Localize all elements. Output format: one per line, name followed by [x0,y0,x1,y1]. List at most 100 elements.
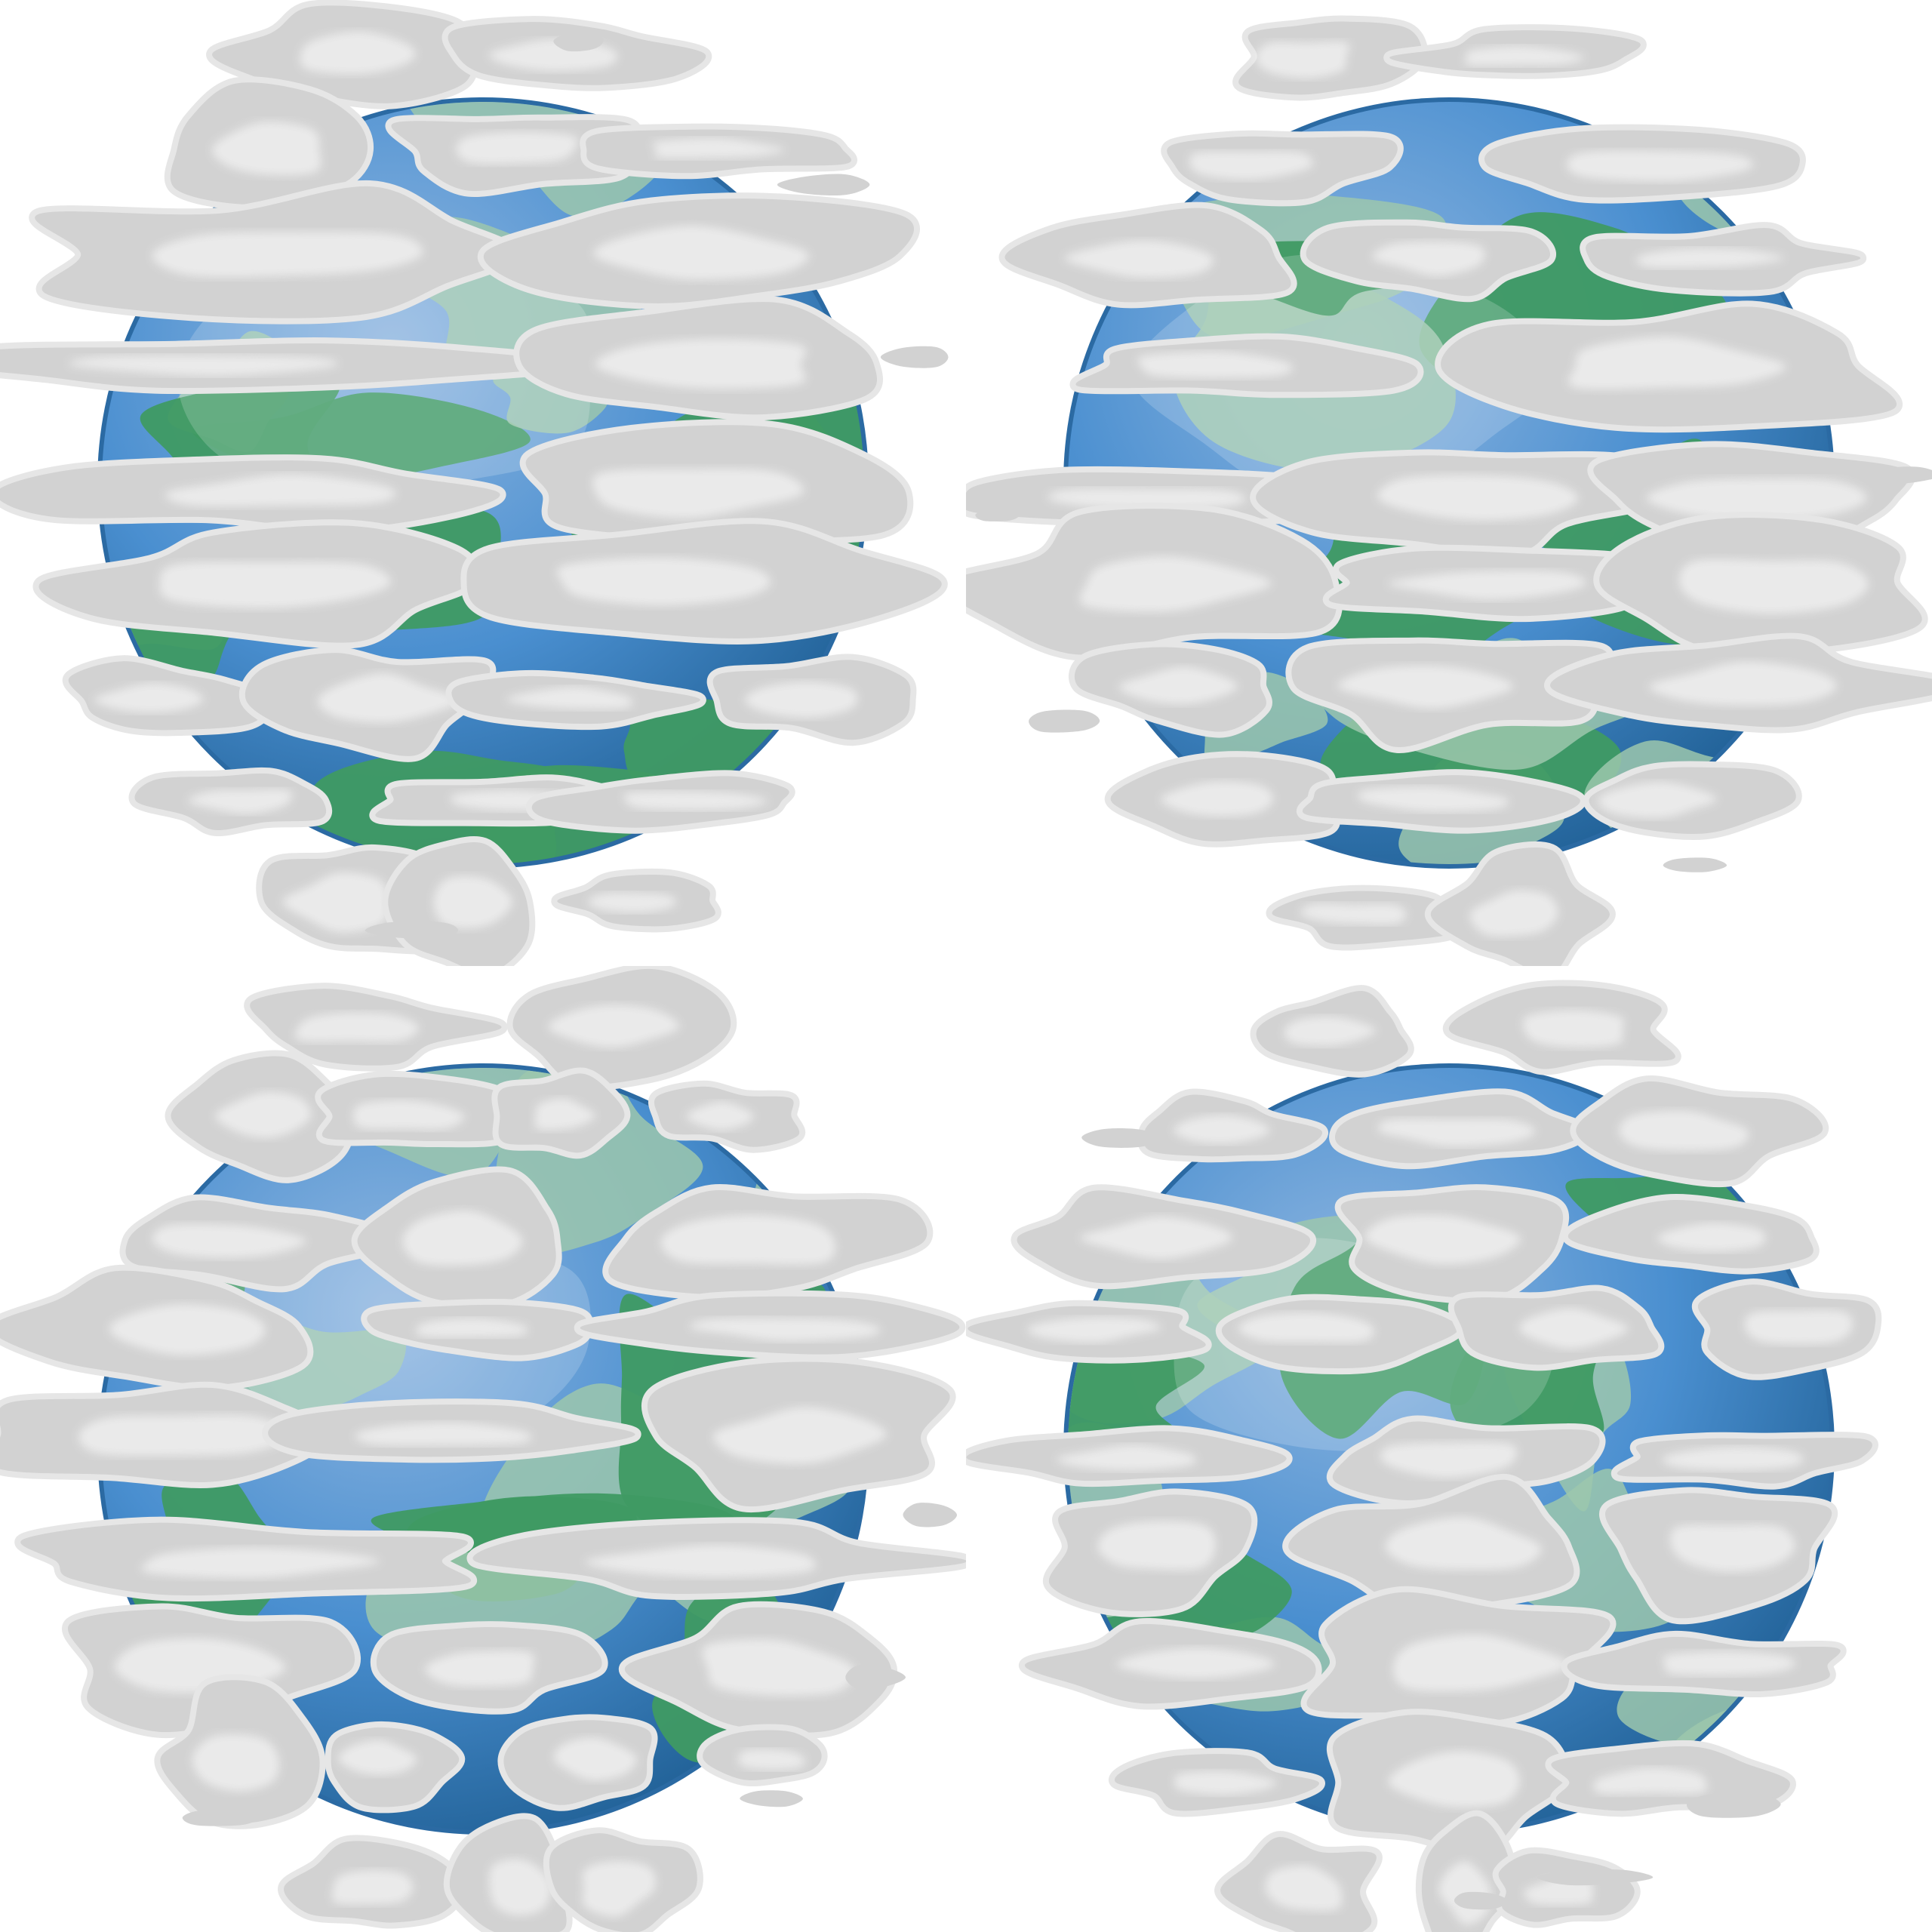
cloud-highlight [556,557,771,606]
cloud-highlight [548,1004,680,1048]
cloud-highlight [1657,1223,1766,1252]
cloud-highlight [593,225,810,280]
cloud-highlight [109,1304,266,1355]
cloud-wisp [975,509,1020,521]
planet-frame-4 [966,966,1932,1932]
cloud-highlight [1387,571,1587,600]
cloud-highlight [587,892,677,913]
cloud-highlight [1464,46,1585,66]
cloud-highlight [1469,890,1558,937]
cloud-highlight [1300,903,1407,925]
cloud-highlight [592,469,804,518]
cloud-highlight [1592,1767,1708,1795]
cloud-wisp [880,346,949,368]
cloud-wisp [845,1664,906,1690]
cloud-highlight [1238,1312,1375,1343]
cloud-highlight [623,791,768,811]
cloud-highlight [712,1407,888,1464]
cloud-highlight [331,1870,414,1905]
cloud-highlight [68,355,339,376]
cloud-highlight [489,1859,552,1916]
cloud-wisp [1029,709,1100,733]
cloud-wisp [365,921,459,939]
cloud-wisp [1081,1128,1163,1148]
cloud-layer [966,980,1882,1932]
cloud-highlight [702,1639,855,1696]
cloud-highlight [1662,1651,1796,1675]
planet-frame-4-illustration [966,980,1882,1932]
cloud-highlight [140,1547,381,1579]
cloud-layer [0,0,949,966]
cloud-highlight [744,681,858,718]
cloud-highlight [584,1545,817,1577]
cloud-highlight [1173,1115,1271,1144]
cloud-highlight [402,1210,523,1266]
cloud-highlight [689,1318,881,1342]
cloud-wisp [553,31,604,52]
cloud-highlight [1648,661,1838,706]
cloud-highlight [1337,666,1514,709]
planet-frame-3-illustration [0,966,966,1932]
cloud-highlight [192,1734,279,1792]
cloud-highlight [433,875,513,929]
cloud-highlight [424,1651,535,1687]
cloud-highlight [152,1223,307,1258]
cloud-layer [0,966,966,1932]
cloud-highlight [1115,1647,1275,1679]
planet-frame-3 [0,966,966,1932]
cloud-highlight [1393,1634,1569,1692]
cloud-highlight [187,789,293,814]
cloud-highlight [1047,488,1247,509]
cloud-highlight [1160,781,1274,817]
cloud-highlight [1646,478,1867,521]
cloud-highlight [686,1102,754,1131]
cloud-highlight [1519,1308,1629,1349]
cloud-highlight [165,474,397,507]
cloud-highlight [660,1215,835,1265]
cloud-highlight [1284,1016,1377,1046]
cloud-highlight [595,339,807,389]
cloud-highlight [1026,1317,1161,1343]
cloud-highlight [282,872,389,933]
cloud-highlight [1380,1442,1518,1478]
cloud-highlight [337,1740,417,1775]
cloud-highlight [1567,150,1754,182]
cloud-highlight [1189,151,1314,180]
cloud-highlight [159,561,392,608]
cloud-highlight [1377,475,1579,521]
cloud-highlight [355,1422,532,1446]
cloud-highlight [1358,786,1509,812]
cloud-highlight [506,687,633,709]
cloud-highlight [78,1414,293,1457]
cloud-highlight [1174,1770,1278,1795]
cloud-highlight [1372,242,1485,276]
cloud-highlight [1137,352,1294,378]
cloud-highlight [300,31,417,75]
cloud-highlight [1056,1444,1197,1471]
cloud-highlight [651,137,786,159]
cloud-highlight [1744,1310,1854,1344]
cloud-highlight [553,1737,638,1781]
cloud-highlight [737,1749,805,1770]
cloud-highlight [1063,240,1214,278]
cloud-wisp [1454,1891,1508,1910]
cloud-wisp [182,1810,259,1826]
cloud-wisp [740,1790,803,1807]
cloud-highlight [1079,556,1272,612]
cloud-wisp [1866,466,1932,485]
cloud-highlight [214,1091,312,1138]
cloud-highlight [1118,666,1238,704]
cloud-wisp [777,174,870,196]
cloud-highlight [1256,42,1350,78]
cloud-highlight [1522,1010,1625,1048]
cloud-highlight [415,1318,528,1337]
cloud-highlight [582,1861,656,1917]
cloud-highlight [1670,1524,1795,1572]
cloud-wisp [1663,857,1727,872]
cloud-highlight [1388,1751,1520,1807]
cloud-highlight [534,1098,596,1131]
cloud-highlight [1364,1214,1521,1265]
cloud-highlight [94,683,204,713]
planet-frame-1 [0,0,966,966]
cloud-highlight [353,1100,465,1130]
